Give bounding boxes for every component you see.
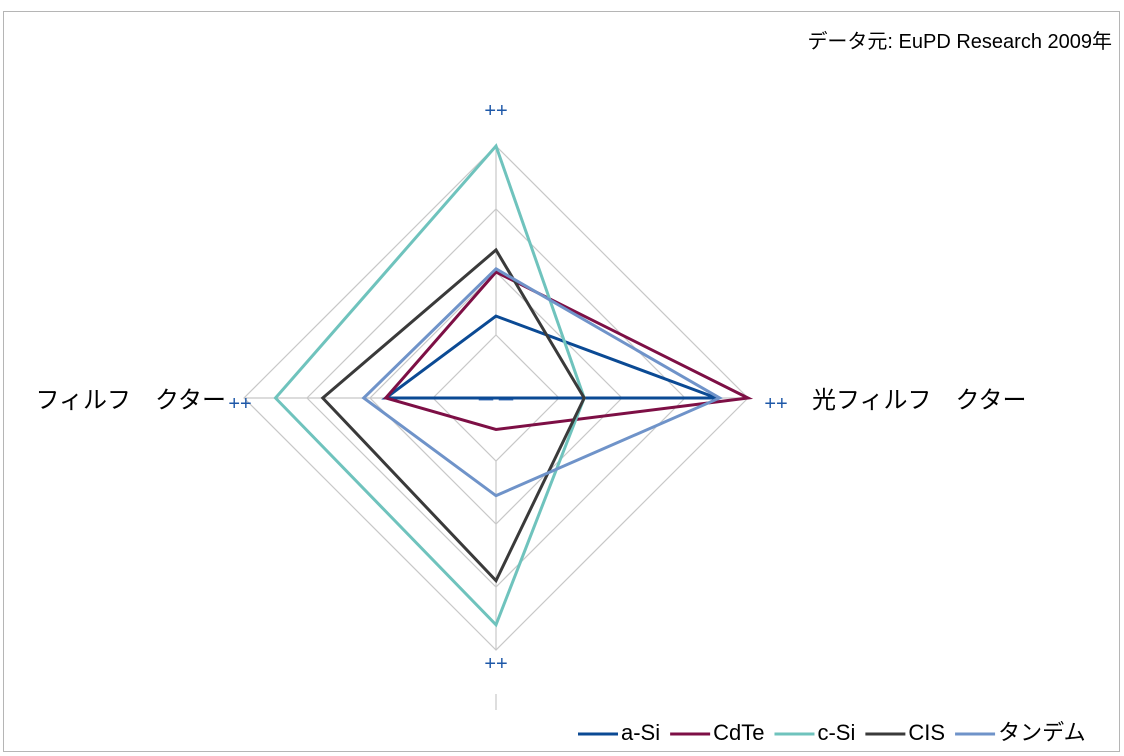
legend: a-Si CdTe c-Si CIS タンデム — [578, 720, 1086, 745]
series-lines — [273, 143, 754, 628]
axis-label-right: 光フィルフ クター — [812, 387, 1027, 414]
series-line-3 — [320, 247, 586, 584]
tick-label-top: ++ — [484, 100, 507, 122]
tick-label-right: ++ — [764, 393, 787, 415]
series-line-4 — [361, 266, 723, 498]
legend-label-2: c-Si — [817, 720, 855, 745]
legend-label-0: a-Si — [621, 720, 660, 745]
series-line-1 — [383, 270, 754, 432]
source-note: データ元: EuPD Research 2009年 — [807, 30, 1112, 53]
tick-label-left: ++ — [228, 393, 251, 415]
axis-label-left: フィルフ クター — [35, 387, 226, 414]
legend-label-1: CdTe — [713, 720, 764, 745]
center-label: －－ — [476, 390, 516, 412]
legend-label-4: タンデム — [998, 720, 1086, 745]
legend-label-3: CIS — [908, 720, 945, 745]
series-line-0 — [381, 314, 718, 400]
tick-label-bottom: ++ — [484, 653, 507, 675]
chart-border — [3, 11, 1120, 752]
series-line-2 — [273, 143, 586, 628]
